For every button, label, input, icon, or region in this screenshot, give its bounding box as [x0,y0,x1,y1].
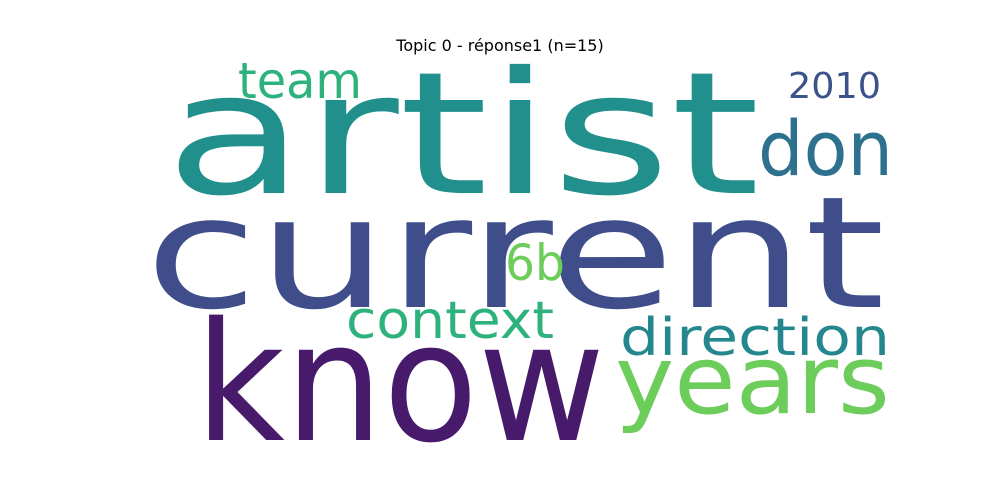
word-2010: 2010 [788,66,881,107]
word-current: current [145,163,885,344]
word-context: context [346,291,554,351]
word-team: team [238,52,362,110]
word-don: don [758,104,893,193]
word-artist: artist [165,36,760,234]
word-years: years [615,326,890,436]
word-6b: 6b [505,234,565,292]
chart-title: Topic 0 - réponse1 (n=15) [396,36,604,55]
word-direction: direction [620,308,890,368]
word-know: know [195,287,605,479]
